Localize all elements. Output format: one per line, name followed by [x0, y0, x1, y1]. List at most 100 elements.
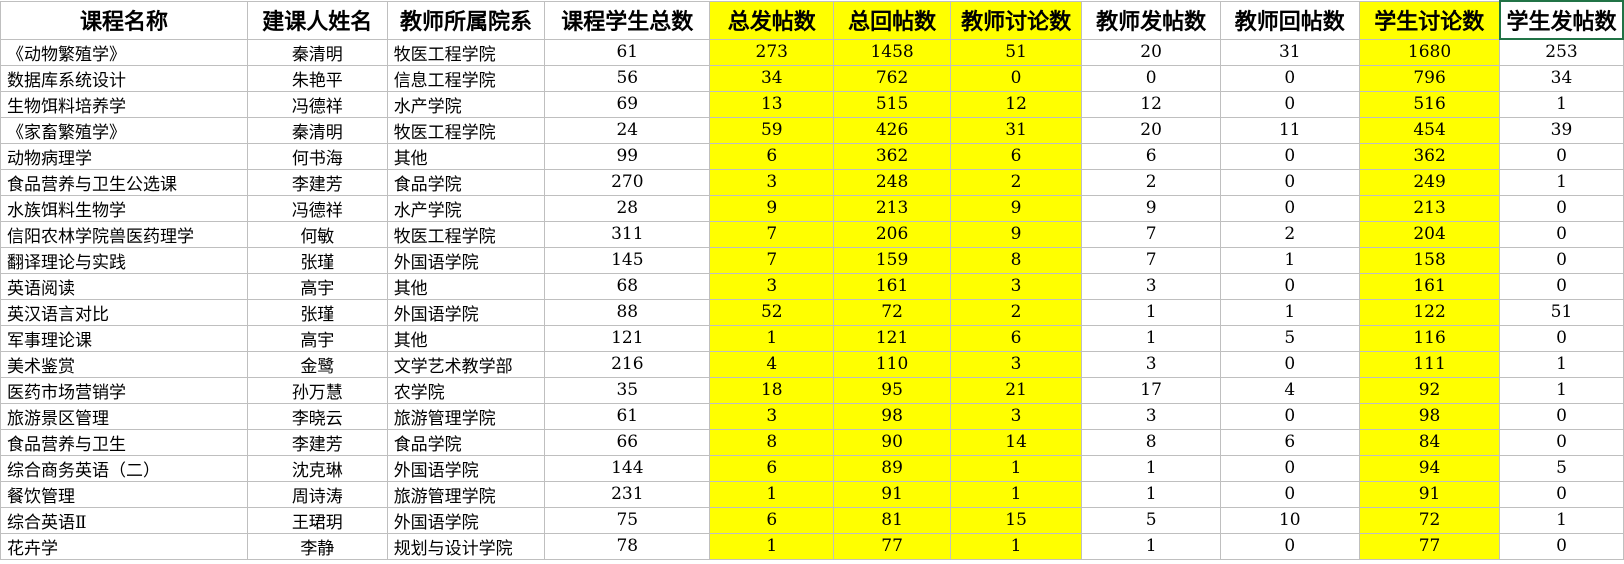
teacher-discussions-cell[interactable]: 6: [949, 142, 1083, 170]
teacher-discussions-cell[interactable]: 15: [949, 506, 1083, 534]
course-name-cell[interactable]: 数据库系统设计: [0, 64, 248, 92]
total-replies-cell[interactable]: 91: [833, 480, 951, 508]
total-replies-cell[interactable]: 1458: [833, 38, 951, 66]
student-posts-cell[interactable]: 51: [1499, 298, 1624, 326]
teacher-discussions-cell[interactable]: 3: [949, 350, 1083, 378]
student-total-cell[interactable]: 145: [544, 246, 711, 274]
teacher-posts-cell[interactable]: 20: [1081, 38, 1221, 66]
total-posts-cell[interactable]: 18: [709, 376, 835, 404]
header-total-replies[interactable]: 总回帖数: [833, 0, 951, 40]
teacher-posts-cell[interactable]: 17: [1081, 376, 1221, 404]
total-replies-cell[interactable]: 426: [833, 116, 951, 144]
course-name-cell[interactable]: 综合商务英语（二）: [0, 454, 248, 482]
teacher-posts-cell[interactable]: 1: [1081, 480, 1221, 508]
header-teacher-discussions[interactable]: 教师讨论数: [949, 0, 1083, 40]
teacher-posts-cell[interactable]: 7: [1081, 246, 1221, 274]
department-cell[interactable]: 农学院: [386, 376, 546, 404]
teacher-discussions-cell[interactable]: 2: [949, 168, 1083, 196]
total-posts-cell[interactable]: 7: [709, 246, 835, 274]
creator-name-cell[interactable]: 冯德祥: [246, 90, 388, 118]
teacher-posts-cell[interactable]: 9: [1081, 194, 1221, 222]
total-replies-cell[interactable]: 98: [833, 402, 951, 430]
total-posts-cell[interactable]: 4: [709, 350, 835, 378]
department-cell[interactable]: 外国语学院: [386, 454, 546, 482]
course-name-cell[interactable]: 水族饵料生物学: [0, 194, 248, 222]
department-cell[interactable]: 旅游管理学院: [386, 402, 546, 430]
total-replies-cell[interactable]: 762: [833, 64, 951, 92]
teacher-discussions-cell[interactable]: 14: [949, 428, 1083, 456]
teacher-replies-cell[interactable]: 10: [1219, 506, 1360, 534]
student-total-cell[interactable]: 61: [544, 402, 711, 430]
creator-name-cell[interactable]: 王珺玥: [246, 506, 388, 534]
course-name-cell[interactable]: 翻译理论与实践: [0, 246, 248, 274]
total-posts-cell[interactable]: 6: [709, 506, 835, 534]
student-discussions-cell[interactable]: 204: [1358, 220, 1501, 248]
teacher-replies-cell[interactable]: 1: [1219, 298, 1360, 326]
total-replies-cell[interactable]: 95: [833, 376, 951, 404]
total-posts-cell[interactable]: 8: [709, 428, 835, 456]
department-cell[interactable]: 外国语学院: [386, 298, 546, 326]
student-posts-cell[interactable]: 0: [1499, 272, 1624, 300]
teacher-replies-cell[interactable]: 0: [1219, 90, 1360, 118]
creator-name-cell[interactable]: 沈克琳: [246, 454, 388, 482]
student-total-cell[interactable]: 24: [544, 116, 711, 144]
creator-name-cell[interactable]: 秦清明: [246, 116, 388, 144]
course-name-cell[interactable]: 餐饮管理: [0, 480, 248, 508]
total-replies-cell[interactable]: 77: [833, 532, 951, 560]
department-cell[interactable]: 水产学院: [386, 90, 546, 118]
course-name-cell[interactable]: 《家畜繁殖学》: [0, 116, 248, 144]
student-discussions-cell[interactable]: 116: [1358, 324, 1501, 352]
creator-name-cell[interactable]: 朱艳平: [246, 64, 388, 92]
creator-name-cell[interactable]: 张瑾: [246, 298, 388, 326]
header-teacher-posts[interactable]: 教师发帖数: [1081, 0, 1221, 40]
total-replies-cell[interactable]: 72: [833, 298, 951, 326]
teacher-replies-cell[interactable]: 0: [1219, 350, 1360, 378]
teacher-posts-cell[interactable]: 6: [1081, 142, 1221, 170]
student-discussions-cell[interactable]: 92: [1358, 376, 1501, 404]
student-discussions-cell[interactable]: 98: [1358, 402, 1501, 430]
department-cell[interactable]: 外国语学院: [386, 246, 546, 274]
student-posts-cell[interactable]: 1: [1499, 376, 1624, 404]
student-posts-cell[interactable]: 39: [1499, 116, 1624, 144]
creator-name-cell[interactable]: 张瑾: [246, 246, 388, 274]
student-total-cell[interactable]: 66: [544, 428, 711, 456]
teacher-discussions-cell[interactable]: 1: [949, 480, 1083, 508]
header-student-discussions[interactable]: 学生讨论数: [1358, 0, 1501, 40]
teacher-posts-cell[interactable]: 8: [1081, 428, 1221, 456]
student-total-cell[interactable]: 216: [544, 350, 711, 378]
course-name-cell[interactable]: 英汉语言对比: [0, 298, 248, 326]
total-replies-cell[interactable]: 213: [833, 194, 951, 222]
total-posts-cell[interactable]: 3: [709, 272, 835, 300]
teacher-discussions-cell[interactable]: 9: [949, 220, 1083, 248]
student-posts-cell[interactable]: 0: [1499, 194, 1624, 222]
total-posts-cell[interactable]: 7: [709, 220, 835, 248]
teacher-discussions-cell[interactable]: 2: [949, 298, 1083, 326]
course-name-cell[interactable]: 旅游景区管理: [0, 402, 248, 430]
student-discussions-cell[interactable]: 72: [1358, 506, 1501, 534]
student-discussions-cell[interactable]: 796: [1358, 64, 1501, 92]
header-total-posts[interactable]: 总发帖数: [709, 0, 835, 40]
student-total-cell[interactable]: 144: [544, 454, 711, 482]
teacher-replies-cell[interactable]: 5: [1219, 324, 1360, 352]
teacher-discussions-cell[interactable]: 8: [949, 246, 1083, 274]
course-name-cell[interactable]: 医药市场营销学: [0, 376, 248, 404]
course-name-cell[interactable]: 花卉学: [0, 532, 248, 560]
teacher-discussions-cell[interactable]: 3: [949, 402, 1083, 430]
student-total-cell[interactable]: 231: [544, 480, 711, 508]
student-posts-cell[interactable]: 0: [1499, 402, 1624, 430]
student-posts-cell[interactable]: 1: [1499, 90, 1624, 118]
total-posts-cell[interactable]: 6: [709, 142, 835, 170]
student-total-cell[interactable]: 311: [544, 220, 711, 248]
student-posts-cell[interactable]: 1: [1499, 506, 1624, 534]
total-posts-cell[interactable]: 3: [709, 402, 835, 430]
student-posts-cell[interactable]: 1: [1499, 168, 1624, 196]
teacher-posts-cell[interactable]: 1: [1081, 532, 1221, 560]
total-replies-cell[interactable]: 110: [833, 350, 951, 378]
student-total-cell[interactable]: 121: [544, 324, 711, 352]
total-replies-cell[interactable]: 362: [833, 142, 951, 170]
teacher-replies-cell[interactable]: 31: [1219, 38, 1360, 66]
department-cell[interactable]: 其他: [386, 272, 546, 300]
student-posts-cell[interactable]: 0: [1499, 480, 1624, 508]
student-posts-cell[interactable]: 0: [1499, 532, 1624, 560]
student-discussions-cell[interactable]: 249: [1358, 168, 1501, 196]
